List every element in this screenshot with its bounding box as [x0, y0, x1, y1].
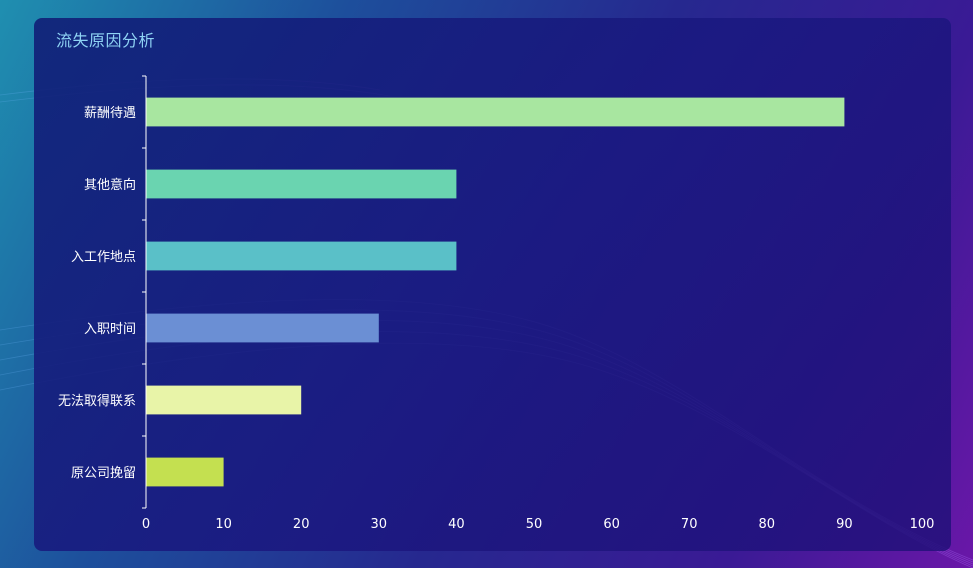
- x-tick-label: 60: [603, 517, 620, 532]
- chart-title: 流失原因分析: [56, 31, 156, 50]
- y-tick-label: 其他意向: [84, 177, 136, 193]
- x-tick-label: 50: [526, 517, 543, 532]
- x-tick-label: 10: [215, 517, 232, 532]
- x-tick-label: 30: [371, 517, 388, 532]
- y-tick-label: 原公司挽留: [71, 466, 136, 481]
- bars-group: [146, 97, 845, 487]
- bar-1: [146, 169, 457, 199]
- x-axis: 0 10 20 30 40 50 60 70 80 90 100: [142, 517, 935, 532]
- x-tick-label: 0: [142, 517, 150, 532]
- bar-3: [146, 313, 379, 343]
- bar-4: [146, 385, 302, 415]
- x-tick-label: 80: [759, 517, 776, 532]
- x-tick-label: 90: [836, 517, 853, 532]
- x-tick-label: 70: [681, 517, 698, 532]
- y-tick-label: 入工作地点: [71, 250, 136, 265]
- bar-5: [146, 457, 224, 487]
- y-tick-label: 入职时间: [84, 322, 136, 337]
- y-tick-label: 薪酬待遇: [84, 106, 136, 121]
- x-tick-label: 100: [910, 517, 935, 532]
- y-tick-label: 无法取得联系: [58, 393, 136, 409]
- bar-2: [146, 241, 457, 271]
- x-tick-label: 20: [293, 517, 310, 532]
- bar-0: [146, 97, 845, 127]
- chart-panel: 流失原因分析 薪酬待遇其他意向入工作地点入职时间无法取得联系原公司挽留 0 10 2…: [34, 18, 951, 551]
- x-tick-label: 40: [448, 517, 465, 532]
